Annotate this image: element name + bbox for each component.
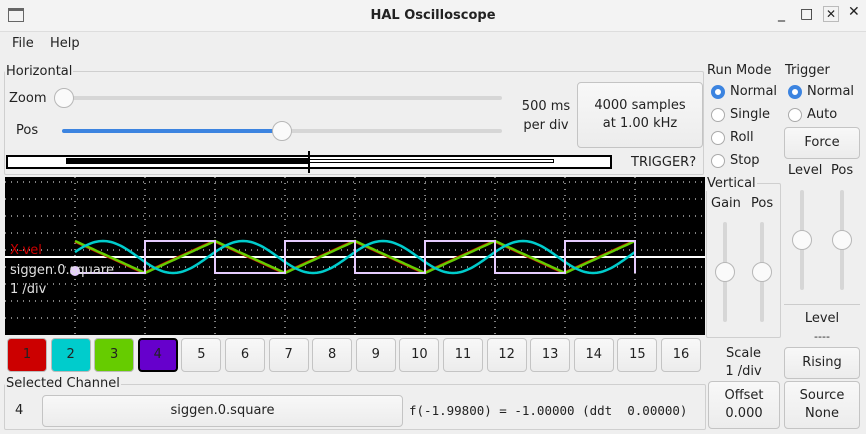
- vertical-pos-slider-knob[interactable]: [752, 262, 772, 282]
- gain-slider-knob[interactable]: [715, 262, 735, 282]
- samples-count: 4000 samples: [594, 97, 686, 113]
- channel-readout: f(-1.99800) = -1.00000 (ddt 0.00000): [409, 403, 688, 418]
- radio-label: Normal: [807, 84, 855, 99]
- offset-button[interactable]: Offset 0.000: [708, 381, 780, 429]
- scale-value: 1 /div: [725, 364, 762, 379]
- channel-button-10[interactable]: 10: [399, 338, 440, 372]
- channel-button-6[interactable]: 6: [225, 338, 265, 372]
- run-mode-single[interactable]: Single: [711, 107, 770, 122]
- trigger-label: Trigger: [784, 63, 831, 78]
- offset-label: Offset: [724, 387, 764, 403]
- close-icon[interactable]: ✕: [848, 4, 860, 20]
- run-mode-label: Run Mode: [706, 63, 773, 78]
- channel-button-5[interactable]: 5: [181, 338, 222, 372]
- radio-icon[interactable]: [788, 107, 802, 122]
- minimize-icon[interactable]: _: [778, 6, 785, 22]
- trigger-status: TRIGGER?: [631, 155, 697, 170]
- pos-slider-knob[interactable]: [272, 121, 292, 141]
- window-title: HAL Oscilloscope: [370, 8, 496, 23]
- channel-button-13[interactable]: 13: [530, 338, 571, 372]
- samples-button[interactable]: 4000 samples at 1.00 kHz: [577, 82, 703, 148]
- menu-help[interactable]: Help: [50, 36, 80, 51]
- trace-label-scale: 1 /div: [10, 282, 47, 297]
- vertical-label: Vertical: [706, 176, 757, 191]
- time-per-div: 500 ms per div: [514, 97, 578, 135]
- channel-button-14[interactable]: 14: [573, 338, 614, 372]
- radio-icon[interactable]: [711, 153, 725, 168]
- channel-name-button[interactable]: siggen.0.square: [42, 395, 403, 427]
- maximize-icon[interactable]: □: [800, 6, 814, 22]
- channel-button-3[interactable]: 3: [94, 338, 135, 372]
- channel-button-11[interactable]: 11: [443, 338, 483, 372]
- selected-channel-label: Selected Channel: [5, 376, 121, 391]
- app-icon: [8, 8, 24, 22]
- radio-icon[interactable]: [711, 84, 725, 99]
- channel-button-15[interactable]: 15: [617, 338, 658, 372]
- trace-label-xvel: X-vel: [10, 243, 42, 258]
- channel-button-7[interactable]: 7: [268, 338, 309, 372]
- run-mode-stop[interactable]: Stop: [711, 153, 760, 168]
- channel-button-1[interactable]: 1: [7, 338, 47, 372]
- edge-button[interactable]: Rising: [784, 347, 860, 379]
- channel-button-4[interactable]: 4: [137, 338, 178, 372]
- force-button[interactable]: Force: [784, 127, 860, 159]
- radio-label: Stop: [730, 153, 760, 168]
- channel-button-12[interactable]: 12: [486, 338, 527, 372]
- trigger-pos-label: Pos: [831, 163, 854, 178]
- trigger-level-knob[interactable]: [792, 230, 812, 250]
- trigger-mode-auto[interactable]: Auto: [788, 107, 837, 122]
- trace-channel-4: [75, 240, 636, 274]
- close-icon[interactable]: ✕: [823, 6, 839, 22]
- run-mode-roll[interactable]: Roll: [711, 130, 754, 145]
- zoom-label: Zoom: [9, 91, 47, 106]
- radio-label: Auto: [807, 107, 838, 122]
- source-label: Source: [799, 387, 845, 403]
- radio-icon[interactable]: [711, 107, 725, 122]
- selected-channel-frame: [4, 384, 706, 430]
- trigger-level-value: ----: [814, 330, 830, 343]
- record-overview[interactable]: [6, 151, 612, 173]
- radio-label: Normal: [730, 84, 778, 99]
- trigger-pos-knob[interactable]: [832, 230, 852, 250]
- channel-button-8[interactable]: 8: [312, 338, 353, 372]
- trigger-level-title: Level: [804, 311, 840, 326]
- rate-value: 500 ms: [521, 99, 571, 114]
- sample-rate: at 1.00 kHz: [602, 116, 678, 131]
- radio-icon[interactable]: [711, 130, 725, 145]
- channel-button-2[interactable]: 2: [50, 338, 91, 372]
- run-mode-normal[interactable]: Normal: [711, 84, 777, 99]
- horizontal-frame: [4, 71, 704, 175]
- radio-icon[interactable]: [788, 84, 802, 99]
- scope-display[interactable]: [5, 177, 705, 335]
- channel-button-16[interactable]: 16: [661, 338, 701, 372]
- zoom-slider[interactable]: [62, 96, 502, 100]
- selected-channel-number: 4: [15, 403, 24, 418]
- trace-label-name: siggen.0.square: [10, 263, 114, 278]
- radio-label: Single: [730, 107, 770, 122]
- source-value: None: [805, 406, 839, 421]
- title-bar: HAL Oscilloscope _ □ ✕ ✕: [0, 0, 866, 32]
- gain-label: Gain: [711, 196, 741, 211]
- offset-value: 0.000: [725, 406, 763, 421]
- rate-unit: per div: [523, 118, 569, 133]
- radio-label: Roll: [730, 130, 754, 145]
- scale-display: Scale 1 /div: [706, 345, 781, 381]
- trigger-level-label: Level: [788, 163, 823, 178]
- zoom-slider-knob[interactable]: [54, 88, 74, 108]
- horizontal-label: Horizontal: [5, 64, 74, 79]
- channel-marker[interactable]: [70, 266, 80, 276]
- scale-label: Scale: [726, 346, 761, 361]
- vertical-pos-label: Pos: [751, 196, 774, 211]
- pos-label: Pos: [16, 123, 39, 138]
- channel-button-9[interactable]: 9: [355, 338, 396, 372]
- menu-file[interactable]: File: [12, 36, 34, 51]
- trigger-mode-normal[interactable]: Normal: [788, 84, 854, 99]
- source-button[interactable]: Source None: [784, 381, 860, 429]
